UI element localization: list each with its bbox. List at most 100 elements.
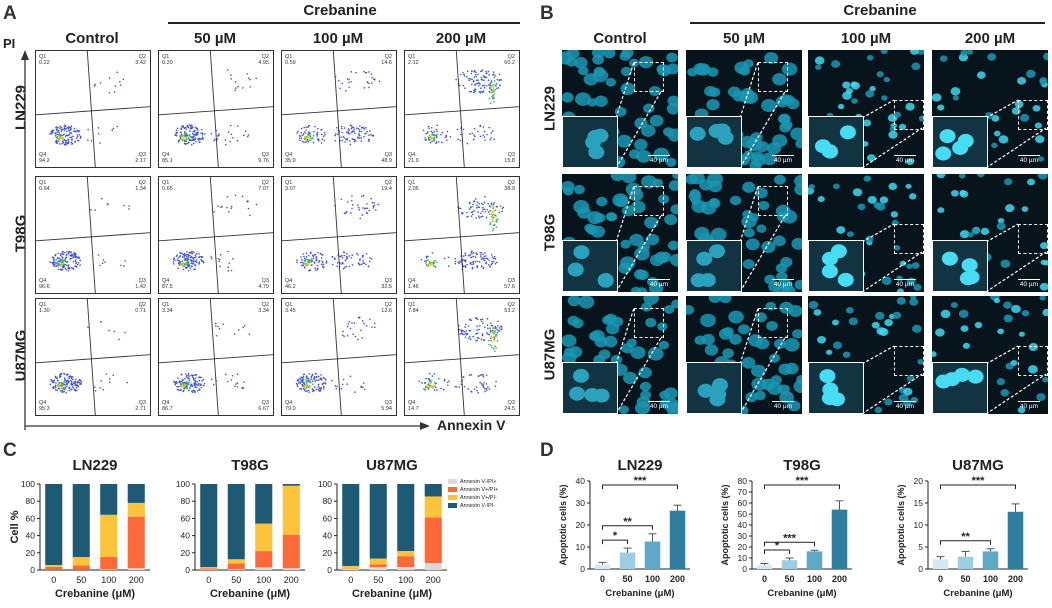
flow-event (440, 387, 442, 390)
flow-event (246, 135, 249, 138)
flow-plot: Q1 0.20 Q2 4.95 Q4 85.1 Q3 9.76 (158, 50, 274, 168)
flow-event (75, 262, 77, 265)
flow-event (304, 383, 306, 385)
quadrant-q2: Q2 1.34 (135, 180, 146, 192)
y-axis-label: Apoptotic cells (%) (558, 484, 568, 565)
flow-event (446, 381, 449, 384)
flow-event (425, 139, 427, 141)
flow-event (496, 78, 499, 81)
flow-gate-line (86, 51, 96, 167)
flow-event (176, 254, 179, 257)
flow-event (311, 137, 314, 139)
flow-event (70, 379, 72, 382)
flow-event (346, 325, 349, 328)
flow-event (230, 78, 233, 80)
flow-event (476, 389, 478, 392)
flow-event (305, 252, 308, 254)
flow-event (108, 378, 111, 380)
flow-event (63, 141, 65, 144)
flow-event (187, 372, 190, 375)
flow-event (97, 127, 100, 129)
flow-event (300, 376, 303, 379)
flow-event (307, 136, 310, 139)
quadrant-value: 0.71 (135, 308, 146, 314)
flow-event (71, 383, 74, 386)
flow-plot-svg (159, 299, 273, 415)
flow-event (480, 265, 483, 268)
flow-event (56, 257, 59, 259)
bar (619, 552, 636, 569)
flow-event (354, 391, 356, 393)
flow-event (302, 381, 304, 384)
significance-label: *** (796, 475, 810, 487)
flow-event (111, 129, 114, 131)
flow-event (344, 259, 347, 262)
flow-event (318, 259, 321, 262)
flow-event (60, 252, 62, 255)
flow-event (194, 386, 197, 389)
flow-event (346, 252, 348, 255)
quadrant-value: 96.6 (39, 284, 50, 290)
flow-event (489, 209, 492, 212)
flow-event (490, 254, 493, 256)
flow-event (348, 265, 351, 268)
flow-event (192, 378, 195, 381)
flow-event (494, 257, 497, 260)
flow-event (204, 133, 206, 135)
quadrant-value: 3.07 (285, 186, 296, 192)
flow-event (490, 324, 493, 327)
flow-event (320, 253, 323, 256)
flow-event (302, 387, 305, 390)
flow-event (61, 256, 63, 258)
flow-event (358, 134, 361, 137)
flow-event (479, 318, 482, 321)
flow-event (299, 382, 302, 384)
flow-event (307, 125, 310, 127)
flow-event (193, 257, 195, 259)
quadrant-id: Q2 (261, 54, 269, 60)
flow-event (476, 260, 479, 263)
quadrant-id: Q3 (261, 278, 269, 284)
flow-event (472, 213, 474, 216)
y-tick-label: 100 (21, 479, 35, 489)
flow-event (488, 97, 491, 100)
flow-event (76, 384, 79, 387)
flow-event (73, 127, 76, 130)
quadrant-id: Q2 (507, 302, 515, 308)
quadrant-value: 95.3 (39, 406, 50, 412)
flow-event (485, 262, 487, 265)
flow-event (70, 377, 73, 379)
flow-event (198, 388, 201, 391)
x-axis-label: Crebanine (μM) (352, 588, 432, 600)
flow-event (182, 253, 185, 256)
flow-event (90, 208, 92, 211)
flow-event (494, 224, 496, 226)
flow-event (68, 389, 71, 392)
flow-event (488, 388, 491, 390)
flow-event (313, 131, 315, 133)
flow-event (176, 385, 178, 388)
flow-event (303, 255, 305, 258)
flow-event (63, 127, 66, 130)
flow-event (234, 194, 237, 197)
flow-event (481, 333, 484, 335)
x-tick-label: 50 (231, 575, 241, 585)
flow-event (94, 209, 96, 211)
flow-event (79, 383, 81, 386)
flow-event (186, 135, 188, 137)
flow-event (490, 337, 492, 340)
quadrant-id: Q4 (39, 278, 47, 284)
flow-event (186, 266, 189, 269)
stacked-bar-segment (282, 534, 300, 569)
quadrant-q1: Q1 2.12 (408, 54, 419, 66)
flow-event (69, 136, 71, 139)
flow-event (342, 135, 345, 138)
flow-event (242, 326, 244, 329)
flow-event (353, 322, 356, 324)
flow-event (371, 82, 373, 84)
x-tick-label: 0 (206, 575, 211, 585)
flow-event (301, 140, 304, 143)
flow-event (373, 326, 376, 329)
flow-event (78, 134, 81, 136)
flow-event (335, 387, 338, 390)
